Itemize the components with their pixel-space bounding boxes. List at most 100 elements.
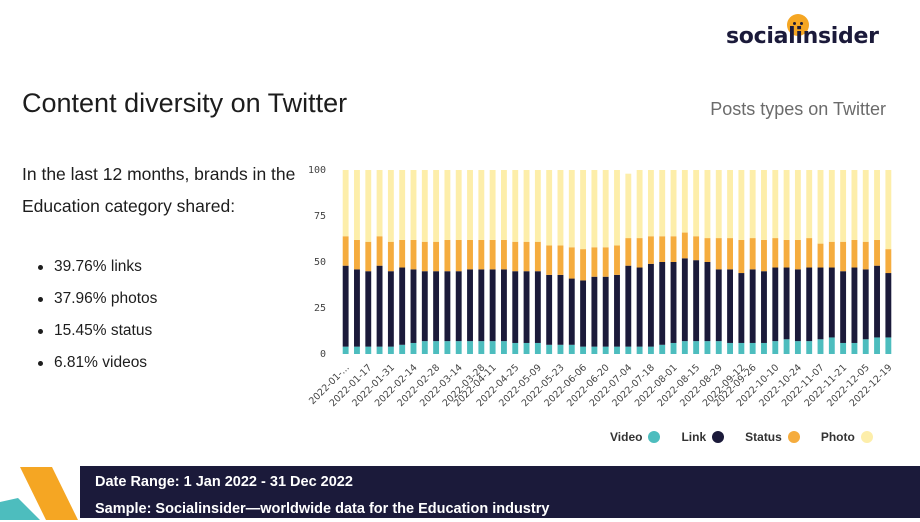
bar-segment-video bbox=[715, 341, 722, 354]
bar-segment-video bbox=[647, 346, 654, 354]
bar-segment-link bbox=[794, 269, 801, 342]
bar-segment-status bbox=[840, 241, 847, 272]
page-title: Content diversity on Twitter bbox=[22, 88, 348, 118]
bar-segment-link bbox=[399, 267, 406, 345]
bar-segment-photo bbox=[862, 170, 869, 242]
chart-title: Posts types on Twitter bbox=[710, 99, 886, 119]
bar-segment-link bbox=[874, 265, 880, 338]
bar-segment-status bbox=[376, 236, 383, 266]
bar-segment-video bbox=[794, 341, 801, 354]
footer-teal-shape bbox=[0, 498, 40, 520]
stat-item-photos: 37.96% photos bbox=[38, 288, 157, 320]
bar-segment-video bbox=[862, 339, 869, 354]
bar-segment-link bbox=[806, 267, 813, 342]
bar-segment-link bbox=[376, 265, 383, 347]
bar-segment-status bbox=[761, 239, 767, 272]
bar-segment-photo bbox=[840, 170, 847, 242]
bar-segment-status bbox=[681, 232, 688, 259]
bar-segment-status bbox=[794, 239, 801, 270]
bar-segment-status bbox=[851, 239, 858, 268]
bar-segment-photo bbox=[478, 170, 485, 240]
legend-item-photo: Photo bbox=[821, 430, 873, 444]
bar-segment-status bbox=[738, 239, 745, 274]
bar-segment-photo bbox=[874, 170, 880, 240]
bar-segment-photo bbox=[727, 170, 733, 239]
bar-segment-photo bbox=[387, 170, 394, 242]
bar-segment-video bbox=[534, 342, 541, 354]
bar-segment-photo bbox=[828, 170, 835, 242]
bar-segment-video bbox=[874, 337, 880, 354]
bar-segment-link bbox=[421, 271, 428, 342]
bar-segment-status bbox=[727, 238, 733, 270]
bar-segment-link bbox=[501, 269, 507, 342]
y-tick-label: 75 bbox=[314, 211, 326, 222]
bar-segment-status bbox=[670, 236, 677, 262]
bar-segment-video bbox=[602, 346, 609, 354]
bar-segment-video bbox=[455, 341, 462, 354]
bar-segment-status bbox=[614, 245, 620, 275]
legend-swatch-link bbox=[712, 431, 725, 443]
bar-segment-video bbox=[693, 341, 700, 354]
footer-text: Date Range: 1 Jan 2022 - 31 Dec 2022 Sam… bbox=[0, 466, 920, 518]
bar-segment-link bbox=[749, 269, 756, 343]
bar-segment-status bbox=[365, 241, 372, 272]
bar-segment-photo bbox=[568, 170, 575, 248]
legend-item-video: Video bbox=[610, 430, 661, 444]
legend-swatch-status bbox=[787, 431, 800, 443]
bar-segment-video bbox=[444, 341, 451, 354]
bar-segment-video bbox=[806, 341, 813, 354]
legend-label-link: Link bbox=[681, 430, 707, 444]
bar-segment-status bbox=[647, 236, 654, 264]
stats-list: 39.76% links 37.96% photos 15.45% status… bbox=[38, 256, 157, 384]
bar-segment-link bbox=[467, 269, 473, 342]
chart-legend: Video Link Status Photo bbox=[610, 430, 894, 444]
bar-segment-photo bbox=[467, 170, 473, 240]
bar-segment-link bbox=[433, 271, 440, 342]
bar-segment-video bbox=[399, 344, 406, 354]
bar-segment-link bbox=[602, 276, 609, 347]
bar-segment-video bbox=[625, 346, 632, 354]
legend-item-link: Link bbox=[681, 430, 725, 444]
bar-segment-status bbox=[693, 236, 700, 261]
bar-segment-photo bbox=[794, 170, 801, 240]
bar-segment-video bbox=[433, 341, 440, 354]
footer-sample: Sample: Socialinsider—worldwide data for… bbox=[95, 501, 550, 517]
bar-segment-status bbox=[874, 239, 880, 266]
bar-segment-status bbox=[489, 239, 496, 270]
bar-segment-link bbox=[580, 280, 587, 347]
bar-segment-link bbox=[489, 269, 496, 342]
legend-swatch-photo bbox=[860, 431, 873, 443]
bar-segment-video bbox=[783, 339, 790, 354]
bar-segment-status bbox=[885, 249, 892, 274]
bar-segment-status bbox=[512, 241, 519, 272]
bar-segment-video bbox=[557, 344, 564, 354]
bar-segment-status bbox=[478, 239, 485, 270]
bar-segment-link bbox=[817, 267, 824, 340]
bar-segment-video bbox=[840, 342, 847, 354]
bar-segment-link bbox=[670, 262, 677, 343]
legend-item-status: Status bbox=[745, 430, 800, 444]
bar-segment-status bbox=[828, 241, 835, 268]
bar-segment-link bbox=[534, 271, 541, 343]
bar-segment-link bbox=[365, 271, 372, 347]
bar-segment-photo bbox=[806, 170, 813, 239]
bar-segment-video bbox=[512, 342, 519, 354]
bar-segment-link bbox=[591, 276, 598, 347]
bar-segment-photo bbox=[885, 170, 892, 250]
bar-segment-status bbox=[433, 241, 440, 272]
bar-segment-status bbox=[534, 241, 541, 272]
bar-segment-video bbox=[523, 342, 530, 354]
bar-segment-photo bbox=[851, 170, 858, 240]
footer-date-range: Date Range: 1 Jan 2022 - 31 Dec 2022 bbox=[95, 474, 353, 490]
bar-segment-link bbox=[885, 273, 892, 338]
bar-segment-link bbox=[636, 267, 643, 347]
bar-segment-video bbox=[467, 341, 473, 354]
bar-segment-photo bbox=[761, 170, 767, 240]
bar-segment-status bbox=[546, 245, 553, 275]
bar-segment-status bbox=[455, 239, 462, 272]
bar-segment-link bbox=[738, 273, 745, 343]
stat-item-links: 39.76% links bbox=[38, 256, 157, 288]
bar-segment-video bbox=[851, 342, 858, 354]
bar-segment-photo bbox=[636, 170, 643, 239]
bar-segment-photo bbox=[376, 170, 383, 237]
